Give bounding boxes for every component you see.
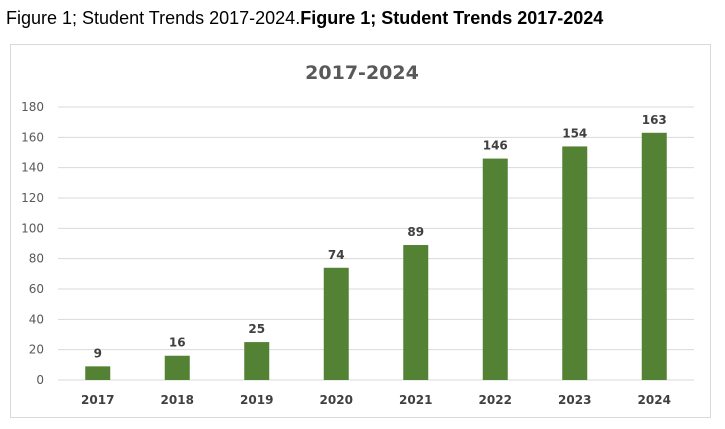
bar-2020 xyxy=(323,267,349,380)
bar-2018 xyxy=(164,355,190,380)
x-tick-label: 2022 xyxy=(479,393,512,407)
y-axis-ticks: 0 20 40 60 80 100 120 140 160 180 xyxy=(21,100,44,387)
chart-frame xyxy=(10,44,711,418)
x-tick-label: 2020 xyxy=(320,393,353,407)
x-tick-label: 2018 xyxy=(161,393,194,407)
figure-caption: Figure 1; Student Trends 2017-2024.Figur… xyxy=(6,8,603,29)
y-tick-label: 140 xyxy=(21,161,44,175)
y-tick-label: 120 xyxy=(21,191,44,205)
y-tick-label: 160 xyxy=(21,130,44,144)
y-tick-label: 80 xyxy=(29,252,44,266)
data-label: 146 xyxy=(483,139,508,153)
bar-2019 xyxy=(244,342,270,380)
bar-2024 xyxy=(641,132,667,380)
y-tick-label: 180 xyxy=(21,100,44,114)
data-labels: 9 16 25 74 89 146 154 163 xyxy=(94,113,667,361)
x-axis-ticks: 2017 2018 2019 2020 2021 2022 2023 2024 xyxy=(81,393,671,407)
data-label: 163 xyxy=(642,113,667,127)
data-label: 9 xyxy=(94,346,102,360)
x-tick-label: 2023 xyxy=(558,393,591,407)
grid-lines xyxy=(58,106,694,381)
bar-2022 xyxy=(482,158,508,380)
bar-2023 xyxy=(562,146,588,380)
x-tick-label: 2019 xyxy=(240,393,273,407)
data-label: 89 xyxy=(407,225,424,239)
chart-title: 2017-2024 xyxy=(305,62,419,84)
x-tick-label: 2021 xyxy=(399,393,432,407)
bars xyxy=(85,132,667,380)
x-tick-label: 2017 xyxy=(81,393,114,407)
bar-2017 xyxy=(85,366,111,380)
data-label: 25 xyxy=(248,322,265,336)
y-tick-label: 0 xyxy=(36,373,44,387)
x-tick-label: 2024 xyxy=(638,393,671,407)
caption-normal: Figure 1; Student Trends 2017-2024. xyxy=(6,8,301,28)
data-label: 16 xyxy=(169,336,186,350)
caption-bold: Figure 1; Student Trends 2017-2024 xyxy=(300,8,604,28)
y-tick-label: 40 xyxy=(29,312,44,326)
y-tick-label: 20 xyxy=(29,343,44,357)
y-tick-label: 100 xyxy=(21,221,44,235)
y-tick-label: 60 xyxy=(29,282,44,296)
data-label: 74 xyxy=(328,248,345,262)
bar-2021 xyxy=(403,245,429,380)
data-label: 154 xyxy=(562,126,587,140)
